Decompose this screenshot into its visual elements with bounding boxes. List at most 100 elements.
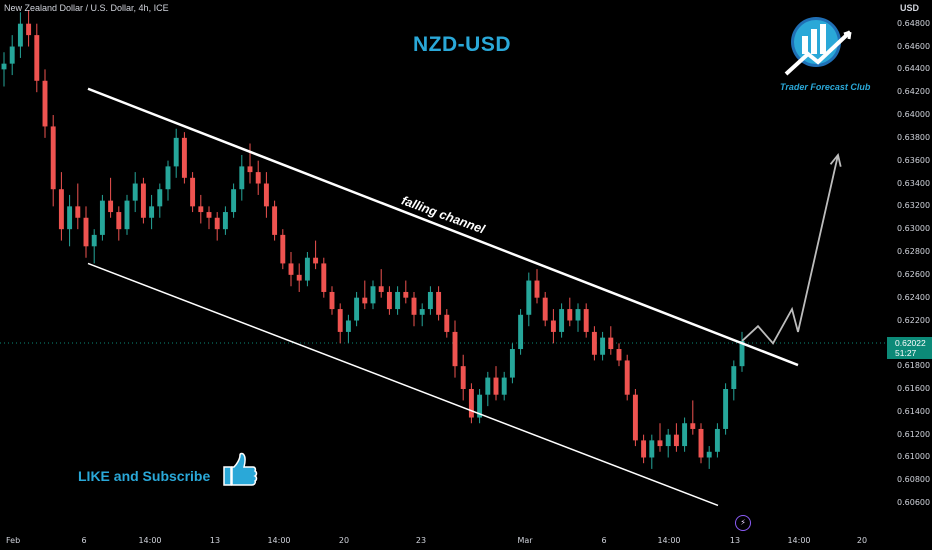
channel-lower-line[interactable] bbox=[87, 262, 719, 507]
x-tick-label: 14:00 bbox=[267, 536, 291, 545]
candle bbox=[378, 269, 384, 298]
candle bbox=[575, 303, 581, 332]
candle bbox=[1, 52, 7, 87]
channel-upper-line[interactable] bbox=[87, 87, 799, 367]
candle bbox=[75, 183, 81, 230]
candle bbox=[427, 286, 433, 315]
candle-body bbox=[75, 206, 81, 218]
candle-body bbox=[67, 206, 73, 230]
candle bbox=[132, 172, 138, 213]
x-tick-label: 13 bbox=[209, 536, 221, 545]
candle-body bbox=[108, 200, 114, 213]
candle bbox=[99, 194, 105, 241]
candle bbox=[600, 331, 606, 361]
candle-body bbox=[255, 172, 261, 184]
candle bbox=[263, 172, 269, 218]
like-subscribe-text: LIKE and Subscribe bbox=[78, 468, 211, 484]
y-tick-label: 0.63000 bbox=[897, 224, 931, 234]
candle bbox=[9, 35, 15, 76]
candle bbox=[362, 280, 368, 310]
candle-body bbox=[99, 200, 105, 235]
candle-body bbox=[313, 257, 319, 264]
x-tick-label: 23 bbox=[415, 536, 427, 545]
candle bbox=[567, 297, 573, 327]
candle-body bbox=[214, 217, 220, 230]
candle-body bbox=[542, 297, 548, 321]
projection-line[interactable] bbox=[741, 154, 839, 345]
candle-body bbox=[427, 291, 433, 310]
y-tick-label: 0.61800 bbox=[897, 361, 931, 371]
candle bbox=[723, 383, 729, 435]
candle-body bbox=[165, 166, 171, 190]
candle-body bbox=[198, 206, 204, 213]
y-tick-label: 0.60600 bbox=[897, 498, 931, 508]
trader-forecast-club-logo bbox=[784, 17, 852, 76]
candle bbox=[641, 434, 647, 464]
candle bbox=[698, 423, 704, 464]
candle-body bbox=[616, 349, 622, 361]
candle-body bbox=[624, 360, 630, 395]
candle-body bbox=[673, 434, 679, 447]
x-tick-label: 6 bbox=[601, 536, 607, 545]
candle bbox=[649, 434, 655, 469]
candle-body bbox=[288, 263, 294, 275]
candle-body bbox=[354, 297, 360, 321]
candle bbox=[526, 272, 532, 327]
candle bbox=[116, 206, 122, 241]
candle-body bbox=[222, 212, 228, 230]
y-tick-label: 0.63400 bbox=[897, 178, 931, 188]
candle bbox=[140, 177, 146, 224]
candle bbox=[370, 280, 376, 310]
chart-title: NZD-USD bbox=[413, 33, 511, 56]
candle bbox=[616, 343, 622, 367]
candle-body bbox=[231, 189, 237, 213]
candles bbox=[1, 10, 745, 469]
candle bbox=[255, 160, 261, 195]
y-tick-label: 0.64200 bbox=[897, 87, 931, 97]
candle bbox=[198, 194, 204, 224]
y-tick-label: 0.62400 bbox=[897, 292, 931, 302]
candle-body bbox=[559, 309, 565, 332]
candle bbox=[181, 132, 187, 184]
candle bbox=[26, 10, 32, 47]
candle-body bbox=[534, 280, 540, 298]
candle-body bbox=[739, 341, 745, 367]
thumbs-up-icon bbox=[223, 452, 258, 486]
x-tick-label: 13 bbox=[729, 536, 741, 545]
y-tick-label: 0.62800 bbox=[897, 247, 931, 256]
candle-body bbox=[632, 394, 638, 441]
candle bbox=[403, 280, 409, 304]
candle-body bbox=[132, 183, 138, 201]
lightning-icon[interactable]: ⚡ bbox=[735, 515, 751, 531]
candle-body bbox=[9, 46, 15, 64]
candle-body bbox=[91, 234, 97, 247]
candle-body bbox=[403, 291, 409, 298]
candle bbox=[485, 371, 491, 407]
current-price-label: 0.62022 51:27 bbox=[887, 337, 932, 359]
candle bbox=[706, 446, 712, 469]
candle bbox=[386, 286, 392, 315]
candle-body bbox=[50, 126, 56, 190]
x-tick-label: 14:00 bbox=[657, 536, 681, 545]
candle bbox=[296, 263, 302, 292]
candle-body bbox=[42, 80, 48, 127]
candle-body bbox=[370, 286, 376, 304]
candle-body bbox=[714, 428, 720, 452]
candle bbox=[190, 172, 196, 213]
candle bbox=[477, 388, 483, 424]
candle-body bbox=[124, 200, 130, 230]
candle-body bbox=[263, 183, 269, 207]
candle bbox=[419, 303, 425, 327]
candle bbox=[444, 309, 450, 338]
candle-body bbox=[362, 297, 368, 304]
candle-body bbox=[706, 451, 712, 458]
falling-channel bbox=[87, 87, 799, 507]
candle-body bbox=[518, 314, 524, 350]
candle bbox=[329, 286, 335, 315]
candle bbox=[509, 343, 515, 384]
y-tick-label: 0.61400 bbox=[897, 406, 931, 416]
bar-countdown: 51:27 bbox=[895, 348, 917, 358]
arrow-head-icon bbox=[829, 152, 842, 167]
candle-body bbox=[304, 257, 310, 281]
